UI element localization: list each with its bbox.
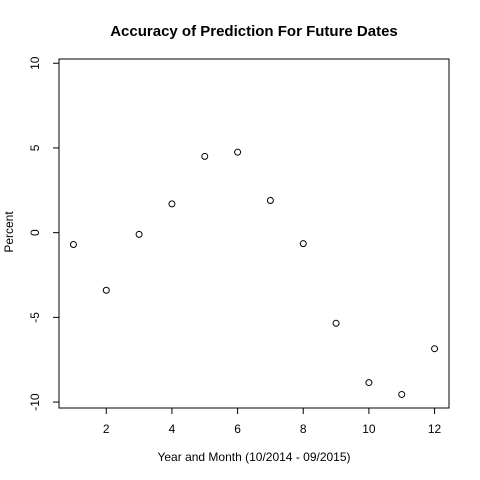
data-point — [69, 241, 77, 249]
y-tick-label: -10 — [28, 393, 42, 411]
data-point — [332, 319, 340, 327]
y-tick-label: 10 — [28, 56, 42, 70]
x-axis: 2 4 6 8 10 12 — [103, 408, 442, 436]
x-tick-label: 12 — [428, 422, 442, 436]
x-tick-label: 10 — [362, 422, 376, 436]
plot-frame — [58, 58, 450, 409]
data-points — [69, 148, 439, 398]
data-point — [102, 286, 110, 294]
data-point — [201, 152, 209, 160]
data-point — [266, 196, 274, 204]
x-tick-label: 8 — [300, 422, 307, 436]
x-tick-label: 6 — [234, 422, 241, 436]
y-tick-label: 0 — [28, 229, 42, 236]
x-axis-label: Year and Month (10/2014 - 09/2015) — [157, 450, 350, 464]
x-tick-label: 2 — [103, 422, 110, 436]
y-axis-label: Percent — [2, 211, 16, 253]
y-tick-label: -5 — [28, 312, 42, 323]
data-point — [135, 230, 143, 238]
data-point — [234, 148, 242, 156]
data-point — [431, 345, 439, 353]
chart-title: Accuracy of Prediction For Future Dates — [110, 23, 398, 40]
data-point — [398, 390, 406, 398]
data-point — [365, 379, 373, 387]
data-point — [168, 200, 176, 208]
x-tick-label: 4 — [169, 422, 176, 436]
y-axis: -10 -5 0 5 10 — [28, 56, 59, 411]
data-point — [299, 240, 307, 248]
y-tick-label: 5 — [28, 144, 42, 151]
